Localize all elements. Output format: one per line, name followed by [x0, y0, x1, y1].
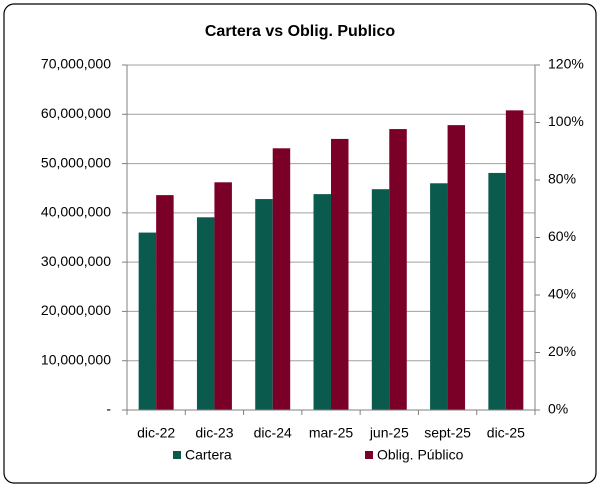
bar	[331, 138, 349, 410]
y2-tick-label: 100%	[548, 113, 584, 129]
bar	[214, 182, 232, 410]
bar	[447, 125, 466, 410]
bar	[430, 183, 448, 410]
y-tick-label: 40,000,000	[41, 204, 111, 220]
x-tick-label: dic-24	[254, 425, 292, 441]
legend-label: Oblig. Público	[377, 447, 464, 463]
legend-swatch	[365, 451, 373, 459]
y-tick-label: 30,000,000	[41, 253, 111, 269]
chart-title: Cartera vs Oblig. Publico	[205, 23, 396, 40]
bar	[156, 195, 174, 410]
bar	[313, 194, 331, 410]
x-tick-label: sept-25	[424, 425, 471, 441]
x-tick-label: dic-22	[137, 425, 175, 441]
legend-label: Cartera	[185, 447, 232, 463]
y-tick-label: 70,000,000	[41, 56, 111, 72]
y2-tick-label: 40%	[548, 286, 576, 302]
y-tick-label: -	[106, 401, 111, 417]
legend-swatch	[173, 451, 181, 459]
x-tick-label: dic-25	[487, 425, 525, 441]
y-tick-label: 10,000,000	[41, 351, 111, 367]
x-tick-label: dic-23	[195, 425, 233, 441]
x-tick-label: mar-25	[309, 425, 354, 441]
bar	[389, 129, 407, 411]
bar	[255, 199, 273, 410]
bar	[138, 232, 157, 410]
bar	[196, 217, 215, 410]
bar	[505, 110, 524, 410]
y2-tick-label: 120%	[548, 56, 584, 72]
bar	[488, 172, 506, 410]
y2-tick-label: 20%	[548, 343, 576, 359]
y2-tick-label: 80%	[548, 171, 576, 187]
y2-tick-label: 0%	[548, 401, 568, 417]
bar	[272, 148, 291, 411]
y2-tick-label: 60%	[548, 228, 576, 244]
x-tick-label: jun-25	[369, 425, 409, 441]
y-tick-label: 60,000,000	[41, 105, 111, 121]
bar	[371, 189, 390, 410]
y-tick-label: 50,000,000	[41, 154, 111, 170]
y-tick-label: 20,000,000	[41, 302, 111, 318]
